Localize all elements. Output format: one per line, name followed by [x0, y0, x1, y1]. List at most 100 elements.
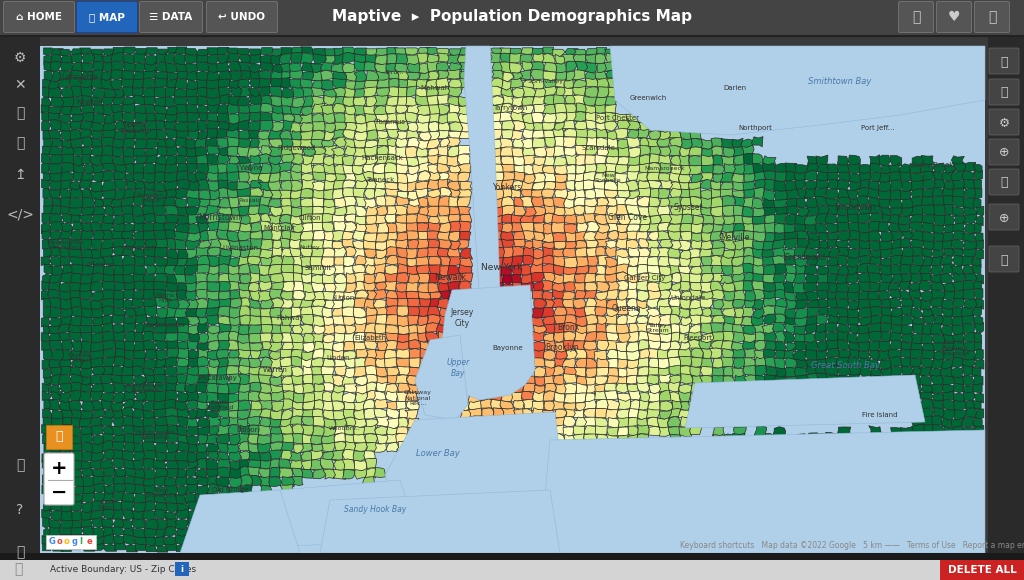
Polygon shape — [319, 490, 560, 553]
Text: Stony Brook: Stony Brook — [910, 162, 953, 168]
Text: −: − — [51, 483, 68, 502]
Text: ?: ? — [16, 503, 24, 517]
Text: G: G — [49, 538, 56, 546]
Text: Brentwood: Brentwood — [784, 253, 825, 263]
Bar — [0, 0, 1024, 36]
Text: +: + — [51, 459, 68, 477]
FancyBboxPatch shape — [975, 2, 1010, 32]
Text: Union: Union — [335, 295, 355, 301]
Bar — [0, 36, 40, 580]
Text: Fire Island: Fire Island — [862, 412, 898, 418]
Text: Jersey
City: Jersey City — [451, 309, 474, 328]
Text: Garden City: Garden City — [625, 275, 666, 281]
Bar — [0, 553, 1024, 580]
Text: Scarsdale: Scarsdale — [581, 145, 615, 151]
Text: l: l — [79, 538, 82, 546]
Text: Elizabeth: Elizabeth — [354, 335, 386, 341]
Text: 🔍: 🔍 — [1000, 86, 1008, 100]
Text: ⚙: ⚙ — [13, 51, 27, 65]
FancyBboxPatch shape — [989, 109, 1019, 135]
Text: Teaneck: Teaneck — [366, 177, 394, 183]
Text: Bronx: Bronx — [557, 324, 580, 332]
Text: South
Brun...: South Brun... — [97, 499, 119, 510]
Text: Summit: Summit — [304, 265, 332, 271]
Text: Syosset: Syosset — [673, 204, 702, 212]
FancyBboxPatch shape — [989, 139, 1019, 165]
Text: Clifton: Clifton — [299, 215, 322, 221]
Text: Smithtown: Smithtown — [835, 204, 876, 212]
Text: o: o — [56, 538, 62, 546]
Text: Old Bridge: Old Bridge — [212, 487, 248, 493]
Text: </>: </> — [6, 208, 34, 222]
Text: Randolph: Randolph — [124, 245, 157, 251]
Text: Newark: Newark — [434, 274, 466, 282]
Text: Yonkers: Yonkers — [494, 183, 522, 193]
Text: 💾: 💾 — [15, 106, 25, 120]
Text: DELETE ALL: DELETE ALL — [947, 565, 1017, 575]
Text: Uniondale: Uniondale — [671, 295, 706, 301]
Text: New York: New York — [481, 263, 522, 273]
Polygon shape — [180, 490, 300, 553]
Text: ⊕: ⊕ — [998, 147, 1010, 160]
Text: ⏻: ⏻ — [15, 545, 25, 559]
Text: ☰ DATA: ☰ DATA — [150, 12, 193, 22]
FancyBboxPatch shape — [898, 2, 934, 32]
Polygon shape — [415, 335, 468, 420]
FancyBboxPatch shape — [989, 79, 1019, 105]
Text: Sparta
Township: Sparta Township — [119, 121, 151, 135]
Text: Ridgewood: Ridgewood — [278, 145, 316, 151]
FancyBboxPatch shape — [139, 2, 203, 32]
Polygon shape — [250, 480, 420, 548]
Text: i: i — [180, 564, 183, 574]
Text: Wayne: Wayne — [241, 165, 264, 171]
Text: Greenwich: Greenwich — [630, 95, 667, 101]
Polygon shape — [464, 46, 500, 310]
Text: ↥: ↥ — [14, 168, 26, 182]
Text: ⚙: ⚙ — [998, 117, 1010, 129]
Text: 🚶: 🚶 — [55, 430, 62, 444]
Text: Glen Cove: Glen Cove — [608, 213, 647, 223]
Text: Freeport: Freeport — [683, 335, 713, 341]
Text: e: e — [86, 538, 92, 546]
Text: ⏻: ⏻ — [13, 562, 23, 576]
Text: ↩ UNDO: ↩ UNDO — [218, 12, 265, 22]
Text: Brooklyn: Brooklyn — [545, 343, 579, 353]
Text: 🔑: 🔑 — [1000, 56, 1008, 68]
Text: Spri. Valley: Spri. Valley — [527, 79, 562, 85]
Text: Valley
Stream: Valley Stream — [646, 322, 670, 333]
FancyBboxPatch shape — [44, 453, 74, 505]
Text: 📍 MAP: 📍 MAP — [89, 12, 125, 22]
Text: Tarrytown: Tarrytown — [493, 105, 527, 111]
Text: Mahwah: Mahwah — [421, 85, 450, 91]
Text: Morris
Hills: Morris Hills — [156, 292, 175, 303]
Text: Gateway
National
Rec...: Gateway National Rec... — [404, 390, 432, 407]
Text: Queens: Queens — [611, 303, 640, 313]
Bar — [175, 562, 189, 576]
Text: o: o — [63, 538, 70, 546]
Text: Bridgewater
Township: Bridgewater Township — [126, 383, 164, 393]
Text: Piscataway: Piscataway — [199, 375, 238, 381]
FancyBboxPatch shape — [3, 2, 75, 32]
Text: Nutley: Nutley — [300, 245, 321, 251]
Text: 🗑: 🗑 — [1000, 253, 1008, 266]
Text: Hillsborough
Township: Hillsborough Township — [135, 430, 175, 440]
Polygon shape — [385, 412, 565, 520]
Text: Newton: Newton — [77, 99, 103, 105]
Text: Woodbri...: Woodbri... — [329, 426, 360, 430]
Bar — [46, 535, 96, 549]
Text: 👤: 👤 — [15, 458, 25, 472]
Polygon shape — [440, 285, 535, 400]
FancyBboxPatch shape — [989, 204, 1019, 230]
Polygon shape — [610, 46, 985, 135]
Text: Northport: Northport — [738, 125, 772, 131]
FancyBboxPatch shape — [207, 2, 278, 32]
Text: 👤: 👤 — [988, 10, 996, 24]
Text: Washington
Township: Washington Township — [46, 240, 84, 251]
Text: Darien: Darien — [723, 85, 746, 91]
Text: Warren: Warren — [262, 367, 288, 373]
Text: Hackensack: Hackensack — [361, 155, 402, 161]
Text: Passaic: Passaic — [239, 198, 261, 202]
Bar — [46, 425, 72, 449]
Text: Chester: Chester — [86, 262, 114, 268]
Bar — [940, 560, 1024, 580]
